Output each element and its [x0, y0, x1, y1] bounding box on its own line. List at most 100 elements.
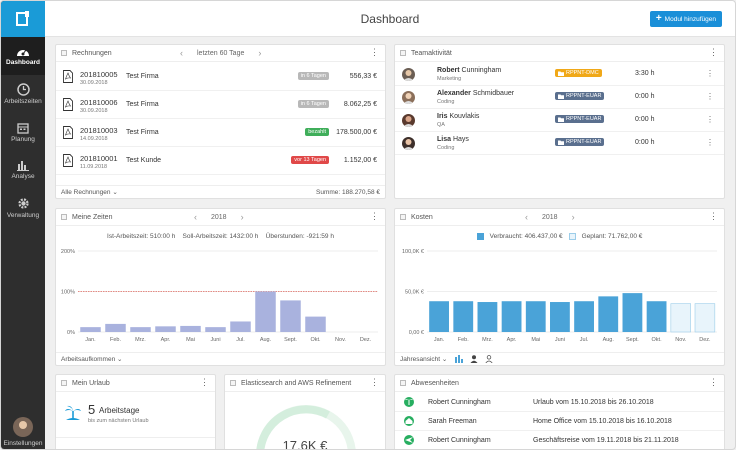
- bar-jan: [429, 301, 449, 332]
- all-invoices-link[interactable]: Alle Rechnungen ⌄: [61, 189, 118, 196]
- card-checkbox[interactable]: [61, 50, 67, 56]
- chevron-left-icon[interactable]: ‹: [180, 48, 183, 58]
- card-title: Rechnungen: [72, 49, 112, 57]
- x-tick-label: Mrz.: [482, 337, 493, 343]
- team-row[interactable]: Lisa Hays Coding RPPNT-EUAR 0:00 h ⋮: [395, 132, 724, 155]
- gear-icon: [17, 198, 29, 209]
- add-module-button[interactable]: + Modul hinzufügen: [649, 11, 722, 27]
- avatar: [402, 68, 415, 81]
- card-checkbox[interactable]: [61, 380, 67, 386]
- invoice-row[interactable]: 201810005 30.09.2018 Test Firma in 6 Tagen 5…: [56, 63, 385, 91]
- person-outline-icon[interactable]: [485, 355, 493, 363]
- more-icon[interactable]: ⋮: [370, 211, 379, 221]
- legend-planned-swatch: [568, 233, 576, 240]
- project-card: Elasticsearch and AWS Refinement ⋮ 17,6K…: [224, 374, 386, 449]
- sidebar-item-arbeitszeiten[interactable]: Arbeitszeiten: [1, 75, 45, 113]
- invoice-number: 201810001: [80, 154, 118, 163]
- more-icon[interactable]: ⋮: [706, 69, 714, 78]
- status-badge: in 6 Tagen: [297, 100, 329, 108]
- invoice-date: 30.09.2018: [80, 80, 108, 86]
- sidebar-item-analyse[interactable]: Analyse: [1, 151, 45, 189]
- x-tick-label: Okt.: [310, 337, 321, 343]
- absence-name: Sarah Freeman: [428, 418, 477, 425]
- invoice-number: 201810003: [80, 126, 118, 135]
- chevron-right-icon[interactable]: ›: [240, 212, 244, 222]
- absence-row[interactable]: Robert Cunningham Geschäftsreise vom 19.1…: [395, 431, 724, 449]
- more-icon[interactable]: ⋮: [706, 115, 714, 124]
- vacation-unit: Arbeitstage: [99, 406, 140, 415]
- pdf-icon: [63, 70, 73, 83]
- avatar: [402, 137, 415, 150]
- project-badge[interactable]: RPPNT-EUAR: [555, 115, 605, 123]
- pdf-icon: [63, 154, 73, 167]
- bar-jul: [574, 301, 594, 332]
- project-badge[interactable]: RPPNT-EUAR: [555, 92, 605, 100]
- more-icon[interactable]: ⋮: [709, 211, 718, 221]
- divider: [56, 437, 215, 438]
- x-tick-label: Apr.: [507, 337, 517, 343]
- view-toggles: [455, 355, 493, 363]
- bar-juni: [550, 302, 570, 332]
- bar-dez: [694, 303, 716, 333]
- bar-aug: [255, 291, 276, 332]
- team-row[interactable]: Iris Kouvlakis QA RPPNT-EUAR 0:00 h ⋮: [395, 109, 724, 132]
- absence-row[interactable]: Robert Cunningham Urlaub vom 15.10.2018 b…: [395, 393, 724, 412]
- year-label: 2018: [211, 214, 227, 221]
- clock-icon: [16, 83, 30, 96]
- invoice-row[interactable]: 201810001 11.09.2018 Test Kunde vor 13 Tage…: [56, 147, 385, 175]
- project-badge[interactable]: RPPNT-DMC: [555, 69, 602, 77]
- more-icon[interactable]: ⋮: [370, 377, 379, 387]
- year-pager: ‹ 2018 ›: [525, 213, 575, 222]
- chevron-left-icon[interactable]: ‹: [525, 212, 528, 222]
- chevron-right-icon[interactable]: ›: [258, 48, 262, 58]
- more-icon[interactable]: ⋮: [706, 138, 714, 147]
- invoice-amount: 1.152,00 €: [343, 157, 377, 164]
- invoice-row[interactable]: 201810003 14.09.2018 Test Firma bezahlt 178.…: [56, 119, 385, 147]
- absences-card: Abwesenheiten ⋮ Robert Cunningham Urlaub …: [394, 374, 725, 449]
- sidebar-settings[interactable]: Einstellungen: [1, 417, 45, 447]
- x-tick-label: Aug.: [260, 337, 272, 343]
- member-name: Robert Cunningham: [437, 67, 502, 74]
- team-row[interactable]: Robert Cunningham Marketing RPPNT-DMC 3:30 …: [395, 63, 724, 86]
- invoice-number: 201810005: [80, 70, 118, 79]
- chevron-down-icon: ⌄: [112, 189, 118, 196]
- sidebar: Dashboard Arbeitszeiten Planung Analyse …: [1, 1, 45, 449]
- bar-juni: [205, 327, 226, 332]
- card-checkbox[interactable]: [230, 380, 236, 386]
- more-icon[interactable]: ⋮: [706, 92, 714, 101]
- card-checkbox[interactable]: [400, 380, 406, 386]
- team-row[interactable]: Alexander Schmidbauer Coding RPPNT-EUAR 0:0…: [395, 86, 724, 109]
- invoice-company: Test Firma: [126, 101, 159, 108]
- card-header: Kosten ‹ 2018 › ⋮: [395, 209, 724, 226]
- chevron-left-icon[interactable]: ‹: [194, 212, 197, 222]
- card-checkbox[interactable]: [400, 50, 406, 56]
- sidebar-item-verwaltung[interactable]: Verwaltung: [1, 189, 45, 227]
- card-title: Kosten: [411, 213, 433, 221]
- card-checkbox[interactable]: [61, 214, 67, 220]
- card-checkbox[interactable]: [400, 214, 406, 220]
- person-icon[interactable]: [470, 355, 478, 363]
- absence-description: Urlaub vom 15.10.2018 bis 26.10.2018: [533, 399, 654, 406]
- annual-view-dropdown[interactable]: Jahresansicht ⌄: [400, 356, 448, 363]
- app-logo[interactable]: [1, 1, 45, 37]
- bar-sept: [280, 300, 301, 332]
- workload-dropdown[interactable]: Arbeitsaufkommen ⌄: [61, 356, 123, 363]
- invoice-row[interactable]: 201810006 30.09.2018 Test Firma in 6 Tagen 8…: [56, 91, 385, 119]
- chevron-right-icon[interactable]: ›: [571, 212, 575, 222]
- tracked-time: 0:00 h: [635, 93, 655, 100]
- calendar-icon: [17, 122, 29, 134]
- sidebar-item-planung[interactable]: Planung: [1, 113, 45, 151]
- y-tick-label: 50,0K €: [405, 290, 424, 296]
- avatar[interactable]: [13, 417, 33, 437]
- sidebar-item-dashboard[interactable]: Dashboard: [1, 37, 45, 75]
- absence-row[interactable]: Sarah Freeman Home Office vom 15.10.2018 …: [395, 412, 724, 431]
- more-icon[interactable]: ⋮: [709, 47, 718, 57]
- more-icon[interactable]: ⋮: [200, 377, 209, 387]
- project-badge[interactable]: RPPNT-EUAR: [555, 138, 605, 146]
- chart-view-icon[interactable]: [455, 355, 464, 363]
- more-icon[interactable]: ⋮: [709, 377, 718, 387]
- x-tick-label: Juni: [555, 337, 565, 343]
- more-icon[interactable]: ⋮: [370, 47, 379, 57]
- bar-mrz: [130, 327, 151, 332]
- card-title: Teamaktivität: [411, 49, 452, 57]
